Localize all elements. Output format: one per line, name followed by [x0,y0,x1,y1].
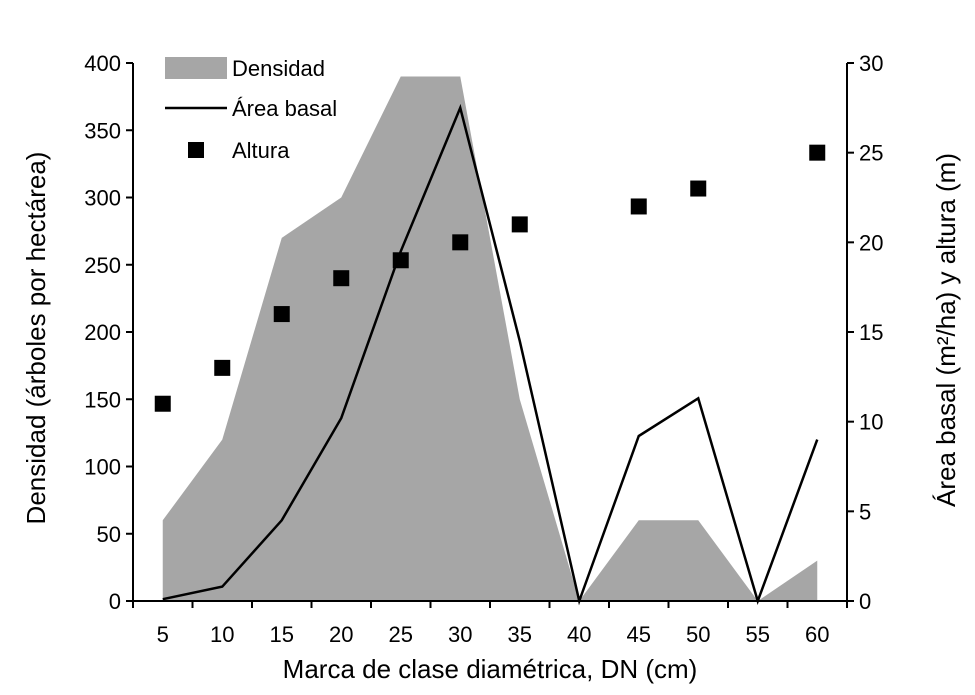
y-left-tick-label-200: 200 [84,320,121,345]
altura-point-30 [452,234,469,251]
altura-point-60 [809,144,826,161]
legend-densidad-swatch [165,57,227,79]
x-tick-label-40: 40 [567,622,591,647]
y-left-tick-label-250: 250 [84,253,121,278]
x-tick-label-35: 35 [508,622,532,647]
x-axis-title: Marca de clase diamétrica, DN (cm) [283,654,698,684]
legend: Densidad Área basal Altura [165,56,337,163]
legend-densidad-label: Densidad [232,56,325,81]
x-tick-label-15: 15 [270,622,294,647]
y-left-tick-label-0: 0 [109,589,121,614]
y-right-tick-label-25: 25 [859,141,883,166]
altura-point-45 [630,198,647,215]
x-tick-label-25: 25 [389,622,413,647]
y-right-tick-label-0: 0 [859,589,871,614]
legend-altura-swatch [188,142,204,158]
densidad-area [162,76,818,601]
y-right-tick-label-20: 20 [859,230,883,255]
x-tick-label-55: 55 [746,622,770,647]
y-left-tick-label-150: 150 [84,387,121,412]
altura-point-15 [273,306,290,323]
altura-point-5 [154,395,171,412]
x-tick-label-60: 60 [805,622,829,647]
y-right-tick-label-10: 10 [859,410,883,435]
x-tick-label-5: 5 [157,622,169,647]
x-tick-label-30: 30 [448,622,472,647]
y-right-tick-label-5: 5 [859,499,871,524]
y-axis-right-title: Área basal (m²/ha) y altura (m) [931,153,961,507]
x-tick-label-20: 20 [329,622,353,647]
altura-point-20 [333,270,350,287]
x-tick-label-10: 10 [210,622,234,647]
y-right-tick-label-15: 15 [859,320,883,345]
y-axis-left-title: Densidad (árboles por hectárea) [21,152,51,525]
y-left-tick-label-50: 50 [97,522,121,547]
legend-area-basal-label: Área basal [232,96,337,121]
legend-altura-label: Altura [232,138,290,163]
series-layer [154,76,826,606]
ticks-layer: 0 50 100 150 200 250 300 350 400 0 5 10 15 20 25 30 5 10 1… [84,51,883,647]
altura-point-25 [392,252,409,269]
x-tick-label-45: 45 [627,622,651,647]
altura-point-35 [511,216,528,233]
y-left-tick-label-350: 350 [84,118,121,143]
x-tick-label-50: 50 [686,622,710,647]
y-left-tick-label-300: 300 [84,186,121,211]
y-right-tick-label-30: 30 [859,51,883,76]
altura-point-50 [690,180,707,197]
altura-point-10 [214,359,231,376]
area-basal-line [162,103,819,606]
y-left-tick-label-100: 100 [84,455,121,480]
y-left-tick-label-400: 400 [84,51,121,76]
